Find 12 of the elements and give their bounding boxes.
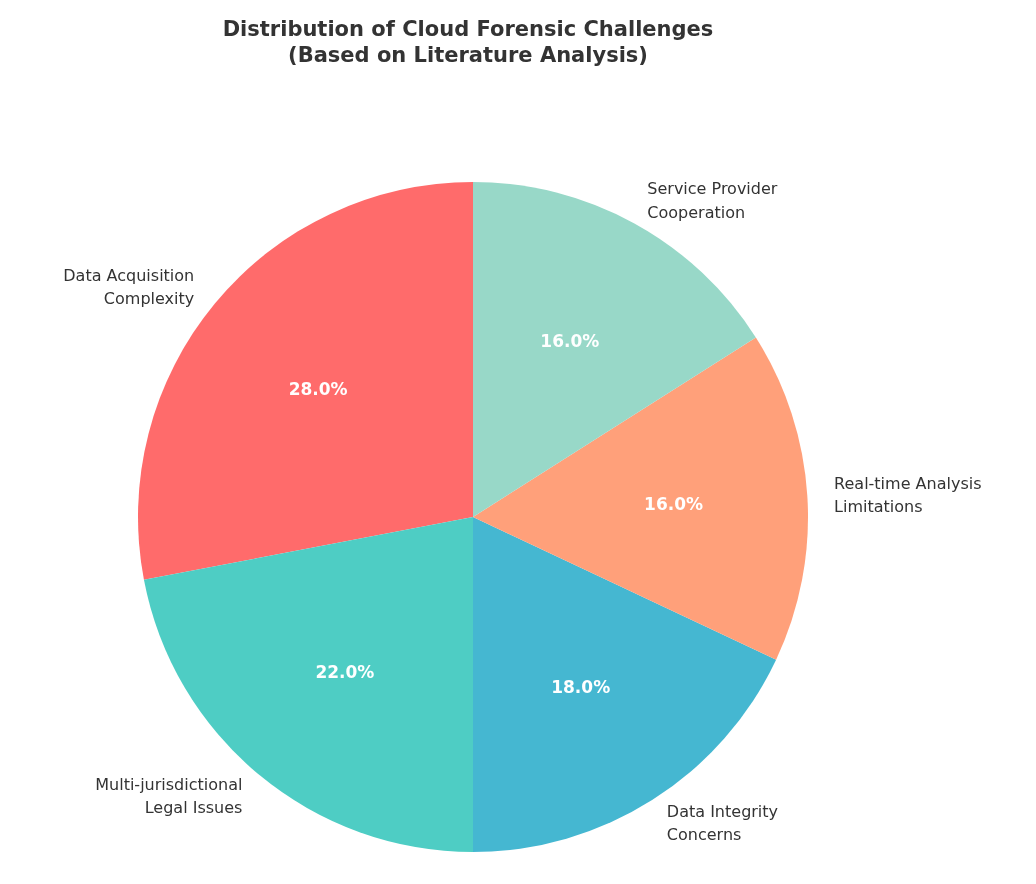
data-label: 16.0% xyxy=(644,494,704,515)
data-label: 16.0% xyxy=(540,330,600,351)
data-label: 28.0% xyxy=(288,378,348,399)
slice-label: Multi-jurisdictional Legal Issues xyxy=(95,774,243,817)
slice-label: Data Integrity Concerns xyxy=(666,801,779,844)
slice-label: Service Provider Cooperation xyxy=(647,178,778,222)
data-label: 18.0% xyxy=(551,676,611,697)
pie-slice xyxy=(473,517,777,852)
slice-label: Real-time Analysis Limitations xyxy=(834,473,982,516)
slice-label: Data Acquisition Complexity xyxy=(63,265,195,308)
data-label: 22.0% xyxy=(315,661,375,682)
chart-title: Distribution of Cloud Forensic Challenges (Based on Literature Analysis) xyxy=(221,16,715,69)
